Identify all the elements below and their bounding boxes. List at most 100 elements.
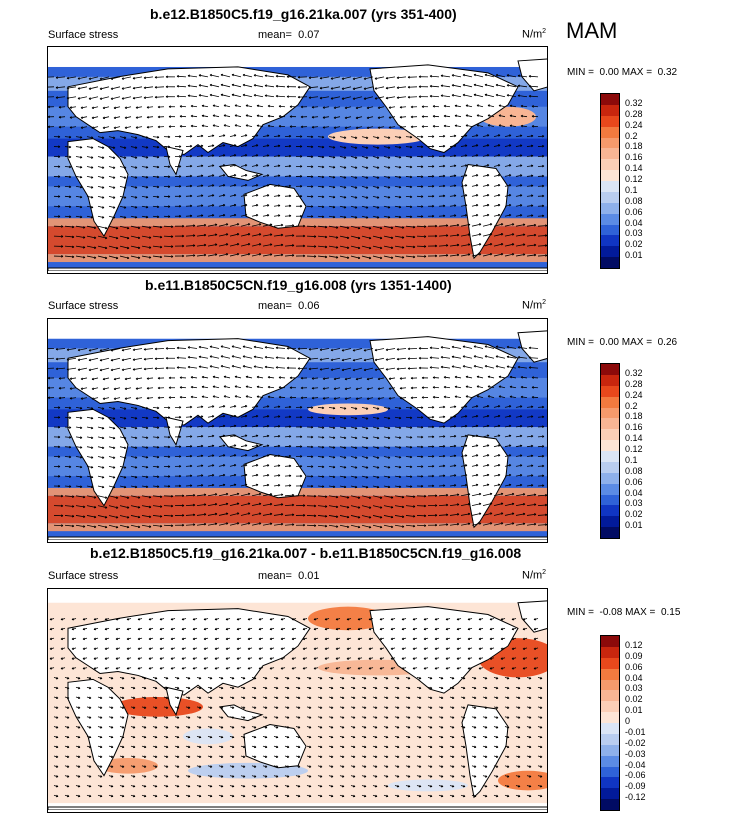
colorbar-label: 0.04: [625, 217, 643, 228]
colorbar-label: 0.28: [625, 108, 643, 119]
colorbar-swatch: [601, 104, 619, 116]
colorbar-label: 0.2: [625, 400, 638, 411]
colorbar-label: 0.16: [625, 422, 643, 433]
colorbar-swatch: [601, 777, 619, 789]
panel-3-title: b.e12.B1850C5.f19_g16.21ka.007 - b.e11.B…: [90, 545, 522, 561]
colorbar-swatch: [601, 766, 619, 778]
panel-3-minmax: MIN = -0.08 MAX = 0.15: [567, 607, 681, 618]
colorbar-label: -0.01: [625, 726, 646, 737]
colorbar-swatch: [601, 407, 619, 419]
colorbar-swatch: [601, 701, 619, 713]
colorbar-label: 0.2: [625, 130, 638, 141]
colorbar-label: 0.03: [625, 683, 643, 694]
panel-3-colorbar: [600, 635, 620, 811]
colorbar-label: 0.1: [625, 454, 638, 465]
colorbar-label: 0.14: [625, 163, 643, 174]
panel-2-title: b.e11.B1850C5CN.f19_g16.008 (yrs 1351-14…: [145, 277, 452, 293]
colorbar-swatch: [601, 527, 619, 538]
colorbar-label: 0.28: [625, 378, 643, 389]
colorbar-swatch: [601, 646, 619, 658]
colorbar-swatch: [601, 418, 619, 430]
colorbar-swatch: [601, 224, 619, 236]
map-svg: [48, 589, 547, 810]
colorbar-swatch: [601, 191, 619, 203]
colorbar-swatch: [601, 516, 619, 528]
panel-1-title: b.e12.B1850C5.f19_g16.21ka.007 (yrs 351-…: [150, 6, 457, 22]
colorbar-swatch: [601, 202, 619, 214]
colorbar-swatch: [601, 235, 619, 247]
colorbar-swatch: [601, 115, 619, 127]
map-svg: [48, 319, 547, 540]
colorbar-label: 0.03: [625, 498, 643, 509]
colorbar-swatch: [601, 429, 619, 441]
colorbar-swatch: [601, 257, 619, 268]
colorbar-swatch: [601, 483, 619, 495]
panel-1-variable: Surface stress: [48, 29, 119, 41]
colorbar-swatch: [601, 744, 619, 756]
colorbar-swatch: [601, 636, 619, 647]
colorbar-swatch: [601, 246, 619, 258]
colorbar-label: 0.01: [625, 705, 643, 716]
colorbar-label: 0.12: [625, 444, 643, 454]
panel-3-map: [47, 588, 548, 813]
colorbar-swatch: [601, 170, 619, 181]
colorbar-swatch: [601, 494, 619, 506]
colorbar-label: 0: [625, 716, 631, 726]
colorbar-label: 0.32: [625, 367, 643, 378]
colorbar-swatch: [601, 213, 619, 225]
colorbar-swatch: [601, 712, 619, 723]
colorbar-label: 0.04: [625, 487, 643, 498]
colorbar-label: 0.08: [625, 465, 643, 476]
colorbar-label: 0.14: [625, 433, 643, 444]
colorbar-label: 0.16: [625, 152, 643, 163]
panel-1-mean: mean= 0.07: [258, 29, 320, 41]
colorbar-swatch: [601, 755, 619, 767]
season-label: MAM: [566, 18, 618, 43]
panel-3-colorbar-labels: 0.12 0.09 0.06 0.04 0.03 0.02 0.01 0 -0.01 -0.02-…: [625, 635, 665, 811]
colorbar-swatch: [601, 723, 619, 734]
colorbar-swatch: [601, 733, 619, 745]
colorbar-label: -0.06: [625, 770, 646, 781]
panel-2-variable: Surface stress: [48, 300, 119, 312]
panel-3-units: N/m2: [522, 569, 547, 582]
colorbar-label: 0.32: [625, 97, 643, 108]
colorbar-swatch: [601, 396, 619, 408]
panel-1-units: N/m2: [522, 28, 547, 41]
panel-2-mean: mean= 0.06: [258, 300, 320, 312]
colorbar-swatch: [601, 472, 619, 484]
colorbar-label: 0.02: [625, 239, 643, 250]
colorbar-swatch: [601, 440, 619, 451]
colorbar-swatch: [601, 126, 619, 138]
panel-1-minmax: MIN = 0.00 MAX = 0.32: [567, 67, 678, 78]
colorbar-label: 0.18: [625, 411, 643, 422]
colorbar-swatch: [601, 505, 619, 517]
colorbar-swatch: [601, 181, 619, 192]
colorbar-label: 0.12: [625, 174, 643, 184]
panel-2-map: [47, 318, 548, 543]
colorbar-label: 0.02: [625, 694, 643, 705]
colorbar-swatch: [601, 94, 619, 105]
colorbar-label: -0.02: [625, 737, 646, 748]
colorbar-swatch: [601, 364, 619, 375]
colorbar-label: 0.24: [625, 389, 643, 400]
panel-2-colorbar-labels: 0.32 0.28 0.24 0.2 0.18 0.16 0.14 0.12 0.1 0.08 0.…: [625, 363, 665, 539]
colorbar-label: 0.03: [625, 228, 643, 239]
colorbar-label: 0.09: [625, 650, 643, 661]
colorbar-swatch: [601, 690, 619, 702]
colorbar-label: 0.06: [625, 476, 643, 487]
colorbar-label: 0.18: [625, 141, 643, 152]
colorbar-swatch: [601, 159, 619, 171]
colorbar-swatch: [601, 461, 619, 473]
colorbar-label: 0.12: [625, 639, 643, 650]
colorbar-label: -0.09: [625, 781, 646, 792]
colorbar-label: 0.06: [625, 206, 643, 217]
colorbar-swatch: [601, 137, 619, 149]
colorbar-swatch: [601, 788, 619, 800]
colorbar-label: -0.04: [625, 759, 646, 770]
colorbar-swatch: [601, 374, 619, 386]
colorbar-label: 0.04: [625, 672, 643, 683]
colorbar-label: 0.24: [625, 119, 643, 130]
panel-2-minmax: MIN = 0.00 MAX = 0.26: [567, 337, 678, 348]
colorbar-swatch: [601, 148, 619, 160]
panel-2-colorbar: [600, 363, 620, 539]
